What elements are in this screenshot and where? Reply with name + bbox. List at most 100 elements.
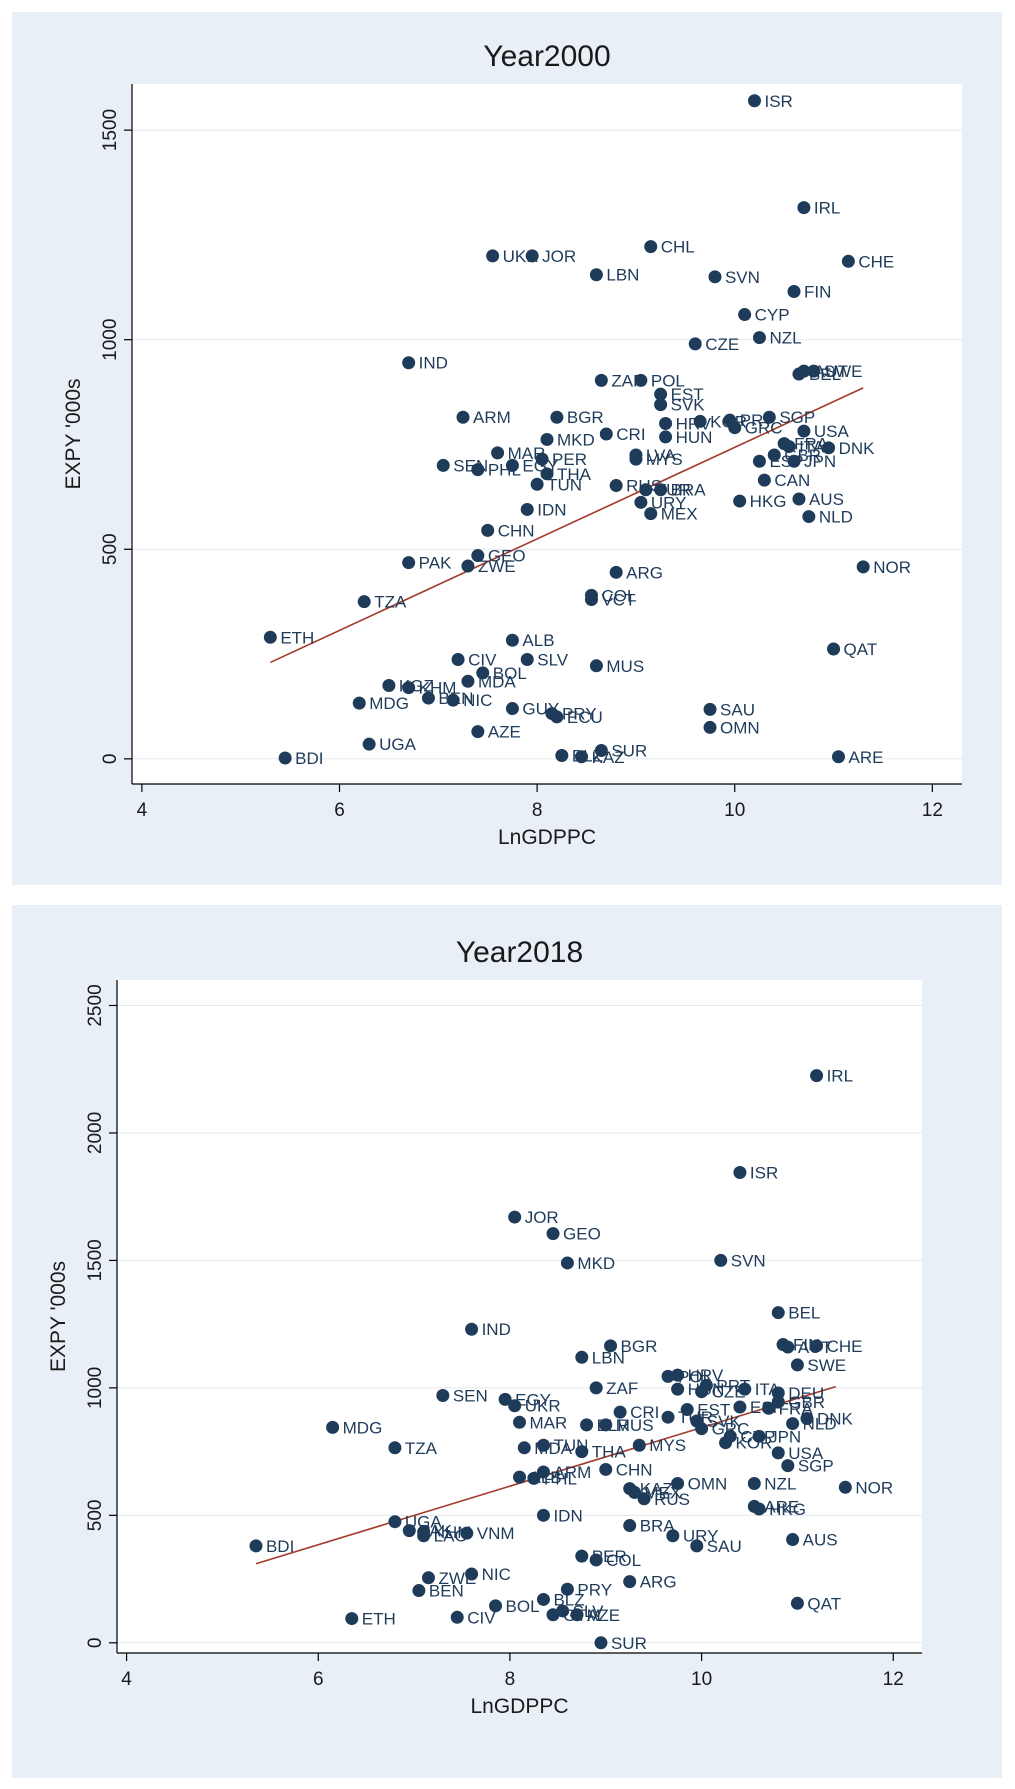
point-label-grc: GRC [745,419,783,438]
point-mda [517,1441,531,1455]
point-tun [530,477,544,491]
point-label-ecu: ECU [567,708,603,727]
point-qat [790,1596,804,1610]
point-slv [520,653,534,667]
point-label-egy: EGY [515,1390,551,1409]
point-nld [802,510,816,524]
point-label-bgr: BGR [567,408,604,427]
point-usa [771,1446,785,1460]
y-tick-label-0: 0 [100,754,121,765]
point-label-jor: JOR [525,1208,559,1227]
point-label-nzl: NZL [769,329,801,348]
point-cze [688,337,702,351]
point-label-fra: FRA [794,435,829,454]
point-nic [465,1567,479,1581]
point-ben [412,1584,426,1598]
point-dnk [822,441,836,455]
point-label-eth: ETH [362,1610,396,1629]
point-lao [417,1529,431,1543]
x-tick-label-10: 10 [724,800,745,821]
point-label-est: EST [671,385,704,404]
y-tick-label-1000: 1000 [100,319,121,361]
point-label-lva: LVA [646,446,676,465]
point-ben [421,691,435,705]
point-che [810,1339,824,1353]
point-chn [599,1462,613,1476]
point-pry [560,1582,574,1596]
point-tha [540,467,554,481]
point-mex [628,1485,641,1499]
point-bol [489,1599,503,1613]
point-idn [520,502,534,516]
point-egy [498,1392,512,1406]
point-label-mus: MUS [606,657,644,676]
point-label-bel: BEL [809,365,841,384]
point-est [680,1403,694,1417]
point-mkd [540,432,554,446]
point-omn [703,720,717,734]
point-label-geo: GEO [563,1225,601,1244]
point-mus [599,1418,613,1432]
point-label-nzl: NZL [764,1474,796,1493]
point-guy [505,702,519,716]
point-kgz [382,678,396,692]
point-label-tun: TUN [547,475,582,494]
point-jor [508,1210,522,1224]
point-label-can: CAN [774,471,810,490]
point-label-deu: DEU [788,1384,824,1403]
point-geo [471,549,485,563]
point-swe [790,1358,804,1372]
point-label-svn: SVN [731,1251,766,1270]
point-aus [792,492,806,506]
point-gbr [767,448,781,462]
point-nld [786,1417,800,1431]
point-arm [456,410,470,424]
point-label-kaz: KAZ [592,748,625,767]
point-label-sgp: SGP [798,1457,834,1476]
point-label-uga: UGA [379,735,417,754]
point-label-mdg: MDG [369,694,409,713]
point-eth [263,630,277,644]
point-label-tha: THA [592,1443,627,1462]
point-tun [536,1438,550,1452]
point-lbn [575,1350,589,1364]
point-label-dnk: DNK [839,439,876,458]
point-label-phl: PHL [544,1469,577,1488]
point-jor [525,249,539,263]
point-tur [639,483,653,497]
point-label-zaf: ZAF [611,371,643,390]
point-hrv [671,1368,685,1382]
point-pol [661,1369,675,1383]
point-sgp [762,410,776,424]
point-label-ury: URY [651,493,687,512]
point-label-swe: SWE [807,1356,846,1375]
point-label-zwe: ZWE [478,557,516,576]
y-axis-label: EXPY '000s [62,378,85,489]
point-label-bra: BRA [671,481,707,500]
point-grc [728,421,742,435]
point-label-tza: TZA [405,1439,438,1458]
point-jpn [752,1429,766,1443]
point-label-lbn: LBN [606,266,639,285]
point-label-che: CHE [858,252,894,271]
point-label-svk: SVK [707,1412,742,1431]
point-ecu [550,710,564,724]
point-label-svk: SVK [671,396,706,415]
point-label-est: EST [697,1401,730,1420]
point-label-cze: CZE [705,335,739,354]
point-rus [609,479,623,493]
point-label-arm: ARM [553,1463,591,1482]
point-kor [693,414,707,428]
point-label-geo: GEO [488,547,526,566]
x-tick-label-4: 4 [121,1669,132,1690]
point-vct [584,593,598,607]
point-sen [436,1389,450,1403]
point-isr [748,94,761,108]
point-alb [505,633,519,647]
point-label-omn: OMN [720,718,760,737]
point-est [654,387,668,401]
point-esp [752,454,766,468]
point-label-sau: SAU [720,700,755,719]
point-label-tza: TZA [374,593,407,612]
point-label-sur: SUR [611,741,647,760]
